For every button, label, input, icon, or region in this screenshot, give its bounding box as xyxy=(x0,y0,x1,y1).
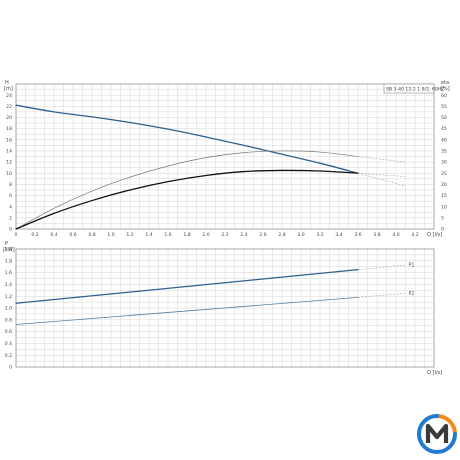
top-x-axis-label: Q [l/s] xyxy=(427,232,442,238)
power-tick-label: 0.2 xyxy=(5,353,12,359)
efficiency-tick-label: 60 xyxy=(441,93,447,99)
power-tick-label: 0 xyxy=(9,365,12,371)
head-tick-label: 0 xyxy=(9,227,12,233)
efficiency-tick-label: 45 xyxy=(441,126,447,132)
npsh-curve xyxy=(15,169,359,230)
head-tick-label: 14 xyxy=(6,149,12,155)
p2-curve xyxy=(15,296,359,325)
efficiency-tick-label: 30 xyxy=(441,160,447,166)
model-label: SB 3-40 12-2 1 9/2, 60HZ xyxy=(386,87,444,93)
efficiency-tick-label: 15 xyxy=(441,193,447,199)
flow-tick-label: 0.4 xyxy=(50,232,57,238)
flow-tick-label: 0 xyxy=(15,232,18,238)
top-y2-tick-labels: 0 5 10 15 20 25 30 35 40 45 50 55 60 xyxy=(441,93,447,233)
p2-series-label: P2 xyxy=(409,291,415,297)
head-tick-label: 8 xyxy=(9,182,12,188)
efficiency-axis-unit-bottom: [%] xyxy=(441,86,450,92)
flow-tick-label: 3.8 xyxy=(373,232,380,238)
flow-tick-label: 1.2 xyxy=(126,232,133,238)
power-tick-label: 1.8 xyxy=(5,258,12,264)
efficiency-tick-label: 55 xyxy=(441,104,447,110)
p1-extension xyxy=(357,264,406,270)
head-tick-label: 6 xyxy=(9,193,12,199)
flow-tick-label: 0.8 xyxy=(88,232,95,238)
head-tick-label: 22 xyxy=(6,104,12,110)
m-logo-icon xyxy=(417,414,457,454)
power-tick-label: 1.0 xyxy=(5,306,12,312)
head-tick-label: 2 xyxy=(9,215,12,221)
bottom-frame xyxy=(15,248,435,368)
efficiency-tick-label: 35 xyxy=(441,149,447,155)
head-curve xyxy=(15,104,359,174)
flow-tick-label: 3.0 xyxy=(297,232,304,238)
flow-tick-label: 3.4 xyxy=(335,232,342,238)
top-x-tick-labels: 0 0.2 0.4 0.6 0.8 1.0 1.2 1.4 1.6 1.8 2.0 2.2 2.4 2.6… xyxy=(15,232,419,238)
efficiency-tick-label: 0 xyxy=(441,227,444,233)
flow-tick-label: 0.2 xyxy=(31,232,38,238)
flow-tick-label: 2.2 xyxy=(221,232,228,238)
head-axis-unit-top: H xyxy=(5,80,9,86)
power-tick-label: 1.2 xyxy=(5,294,12,300)
flow-tick-label: 1.6 xyxy=(164,232,171,238)
power-tick-label: 0.6 xyxy=(5,329,12,335)
efficiency-tick-label: 50 xyxy=(441,115,447,121)
head-tick-label: 20 xyxy=(6,115,12,121)
power-panel: 0 0.2 0.4 0.6 0.8 1.0 1.2 1.4 1.6 1.8 2.0 P [kW] Q… xyxy=(3,241,442,376)
flow-tick-label: 2.4 xyxy=(240,232,247,238)
flow-tick-label: 2.8 xyxy=(278,232,285,238)
top-grid xyxy=(15,83,435,230)
head-axis-unit-bottom: [m] xyxy=(4,86,13,92)
efficiency-curve xyxy=(15,150,359,230)
efficiency-tick-label: 20 xyxy=(441,182,447,188)
bottom-x-axis-label: Q [l/s] xyxy=(427,370,442,376)
efficiency-extension xyxy=(357,156,406,163)
head-extension xyxy=(357,172,406,187)
top-curves xyxy=(15,104,406,230)
flow-tick-label: 0.6 xyxy=(69,232,76,238)
head-tick-label: 24 xyxy=(6,93,12,99)
power-tick-label: 0.8 xyxy=(5,317,12,323)
bottom-y-tick-labels: 0 0.2 0.4 0.6 0.8 1.0 1.2 1.4 1.6 1.8 2.0 xyxy=(5,247,12,371)
power-tick-label: 1.4 xyxy=(5,282,12,288)
flow-tick-label: 3.2 xyxy=(316,232,323,238)
flow-tick-label: 4.2 xyxy=(411,232,418,238)
head-tick-label: 16 xyxy=(6,137,12,143)
flow-tick-label: 1.8 xyxy=(183,232,190,238)
head-tick-label: 4 xyxy=(9,204,12,210)
flow-tick-label: 4.0 xyxy=(392,232,399,238)
bottom-curves: P1 P2 xyxy=(15,262,415,325)
npsh-extension xyxy=(357,172,406,177)
head-tick-label: 18 xyxy=(6,126,12,132)
power-axis-unit-top: P xyxy=(5,241,8,247)
flow-tick-label: 1.4 xyxy=(145,232,152,238)
flow-tick-label: 3.6 xyxy=(354,232,361,238)
flow-tick-label: 2.0 xyxy=(202,232,209,238)
p2-extension xyxy=(357,292,406,298)
top-frame xyxy=(15,83,435,230)
power-tick-label: 2.0 xyxy=(5,247,12,253)
efficiency-tick-label: 10 xyxy=(441,204,447,210)
efficiency-tick-label: 5 xyxy=(441,215,444,221)
efficiency-tick-label: 40 xyxy=(441,137,447,143)
p1-curve xyxy=(15,269,359,304)
head-tick-label: 10 xyxy=(6,171,12,177)
flow-tick-label: 2.6 xyxy=(259,232,266,238)
power-tick-label: 1.6 xyxy=(5,270,12,276)
power-axis-unit-bottom: [kW] xyxy=(3,247,15,253)
efficiency-axis-unit-top: eta xyxy=(441,80,449,86)
efficiency-tick-label: 25 xyxy=(441,171,447,177)
flow-tick-label: 1.0 xyxy=(107,232,114,238)
power-tick-label: 0.4 xyxy=(5,341,12,347)
p1-series-label: P1 xyxy=(409,262,415,268)
model-label-box xyxy=(383,83,435,94)
head-tick-label: 12 xyxy=(6,160,12,166)
